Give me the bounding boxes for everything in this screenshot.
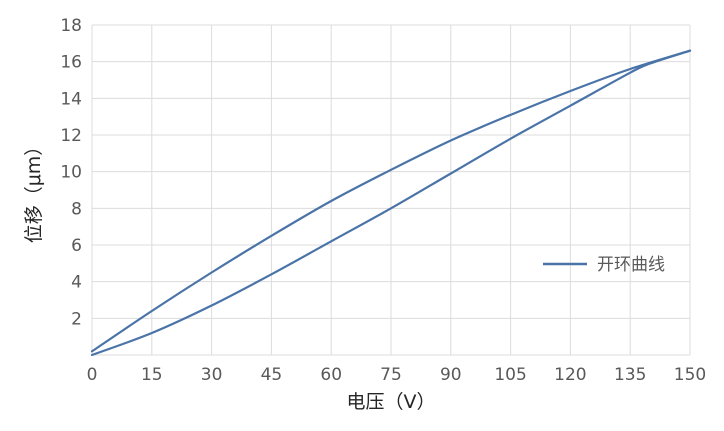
- x-tick-labels: 0 15 30 45 60 75 90 105 120 135 150: [87, 365, 707, 385]
- x-axis-label: 电压（V）: [347, 391, 436, 413]
- y-tick-label: 12: [60, 126, 82, 146]
- y-tick-label: 2: [71, 309, 82, 329]
- x-tick-label: 150: [674, 365, 706, 385]
- y-tick-label: 8: [71, 199, 82, 219]
- x-tick-label: 75: [380, 365, 402, 385]
- y-tick-label: 6: [71, 236, 82, 256]
- series-group: [90, 49, 692, 357]
- legend: 开环曲线: [543, 255, 665, 275]
- y-tick-label: 10: [60, 163, 82, 183]
- x-tick-label: 90: [440, 365, 462, 385]
- y-tick-labels: 2 4 6 8 10 12 14 16 18: [60, 16, 82, 329]
- y-tick-label: 16: [60, 53, 82, 73]
- x-tick-label: 120: [554, 365, 586, 385]
- y-tick-label: 18: [60, 16, 82, 36]
- series-line: [90, 49, 692, 353]
- x-tick-label: 45: [261, 365, 283, 385]
- y-axis-label: 位移（μm）: [23, 137, 45, 244]
- series-line: [90, 49, 692, 357]
- x-tick-label: 30: [201, 365, 223, 385]
- grid: [91, 24, 691, 356]
- x-tick-label: 105: [494, 365, 526, 385]
- x-tick-label: 15: [141, 365, 163, 385]
- y-tick-label: 14: [60, 89, 82, 109]
- x-tick-label: 60: [320, 365, 342, 385]
- x-tick-label: 135: [614, 365, 646, 385]
- x-tick-label: 0: [87, 365, 98, 385]
- y-tick-label: 4: [71, 273, 82, 293]
- legend-label: 开环曲线: [597, 255, 665, 275]
